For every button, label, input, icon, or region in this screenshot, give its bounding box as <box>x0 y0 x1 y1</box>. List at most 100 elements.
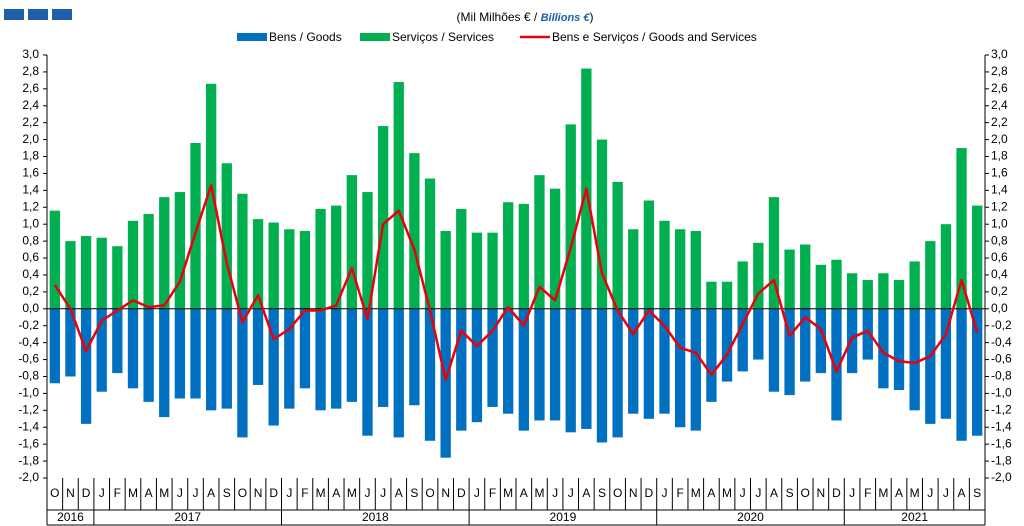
x-tick-label: J <box>927 486 933 500</box>
y-tick-label: 0,0 <box>22 301 39 315</box>
bar <box>96 308 107 392</box>
bar <box>159 308 170 418</box>
bar <box>174 308 186 399</box>
bar <box>221 308 232 409</box>
x-tick-label: M <box>691 486 701 500</box>
bar <box>112 246 123 309</box>
line <box>53 184 979 382</box>
y2-tick-label: -0,6 <box>991 352 1012 366</box>
y2-tick-label: -0,2 <box>991 318 1012 332</box>
x-tick-label: M <box>316 486 326 500</box>
bar <box>768 197 780 309</box>
y-tick-label: -1,2 <box>18 402 39 416</box>
logo-block <box>28 9 48 20</box>
bar <box>127 308 139 389</box>
x-tick-label: S <box>786 486 794 500</box>
bar <box>471 232 483 309</box>
x-tick-label: D <box>457 486 466 500</box>
bar <box>815 308 827 374</box>
x-tick-label: M <box>534 486 544 500</box>
year-label: 2020 <box>737 510 764 524</box>
bar <box>909 308 920 411</box>
y-tick-label: -1,8 <box>18 453 39 467</box>
bar <box>628 229 639 309</box>
y2-tick-label: -0,4 <box>991 335 1012 349</box>
bar <box>643 308 655 419</box>
y-tick-label: -0,6 <box>18 352 39 366</box>
title-end: ) <box>589 10 593 24</box>
bar <box>205 308 217 411</box>
x-tick-label: A <box>145 486 153 500</box>
x-tick-label: A <box>958 486 966 500</box>
bar <box>456 308 467 431</box>
x-tick-label: A <box>582 486 590 500</box>
y2-tick-label: -1,6 <box>991 436 1012 450</box>
bar <box>440 308 451 458</box>
year-label: 2018 <box>362 510 389 524</box>
bar <box>190 142 201 309</box>
bar <box>268 222 279 309</box>
x-tick-label: O <box>613 486 622 500</box>
bar <box>690 308 701 431</box>
bar <box>674 229 686 309</box>
y2-tick-label: -1,0 <box>991 386 1012 400</box>
x-tick-label: N <box>817 486 826 500</box>
bar <box>753 242 764 309</box>
bar <box>737 261 748 309</box>
logo-block <box>52 9 72 20</box>
bar <box>377 126 389 309</box>
y2-tick-label: 2,6 <box>991 81 1008 95</box>
year-label: 2016 <box>57 510 84 524</box>
bar <box>690 230 701 309</box>
bar <box>940 224 952 309</box>
y-tick-label: 2,2 <box>22 115 39 129</box>
bar <box>331 205 342 309</box>
bar <box>862 308 873 360</box>
x-tick-label: A <box>332 486 340 500</box>
bar <box>628 308 639 414</box>
legend-label: Bens e Serviços / Goods and Services <box>552 30 757 44</box>
y2-tick-label: 1,2 <box>991 199 1008 213</box>
bar <box>862 280 873 309</box>
bar <box>612 308 623 438</box>
x-tick-label: J <box>943 486 949 500</box>
logo-block <box>4 9 24 20</box>
bar <box>393 308 404 438</box>
bar <box>409 153 420 309</box>
bar <box>143 308 154 402</box>
legend-label: Serviços / Services <box>392 30 494 44</box>
bar <box>909 261 920 309</box>
x-tick-label: M <box>722 486 732 500</box>
bar <box>800 308 811 382</box>
bar <box>503 308 514 414</box>
y2-tick-label: 0,4 <box>991 267 1008 281</box>
bar <box>190 308 201 399</box>
year-label: 2017 <box>174 510 201 524</box>
x-tick-label: J <box>286 486 292 500</box>
title-pt: (Mil Milhões € / <box>457 10 541 24</box>
x-tick-label: J <box>364 486 370 500</box>
x-tick-label: M <box>347 486 357 500</box>
y2-tick-label: 2,0 <box>991 132 1008 146</box>
year-label: 2019 <box>550 510 577 524</box>
y-tick-label: 2,4 <box>22 98 39 112</box>
bar <box>252 308 264 385</box>
bar <box>659 308 670 414</box>
x-tick-label: N <box>66 486 75 500</box>
y2-tick-label: -2,0 <box>991 470 1012 484</box>
bar <box>565 124 576 309</box>
x-tick-label: O <box>425 486 434 500</box>
x-tick-label: A <box>395 486 403 500</box>
bar <box>612 181 623 309</box>
bar <box>737 308 748 372</box>
bar <box>362 192 373 309</box>
y-tick-label: -0,4 <box>18 335 39 349</box>
y2-tick-label: -0,8 <box>991 369 1012 383</box>
bar <box>96 237 107 309</box>
x-tick-label: J <box>380 486 386 500</box>
bar <box>940 308 952 419</box>
bar <box>596 139 608 309</box>
x-tick-label: A <box>520 486 528 500</box>
x-tick-label: D <box>832 486 841 500</box>
x-tick-label: M <box>910 486 920 500</box>
